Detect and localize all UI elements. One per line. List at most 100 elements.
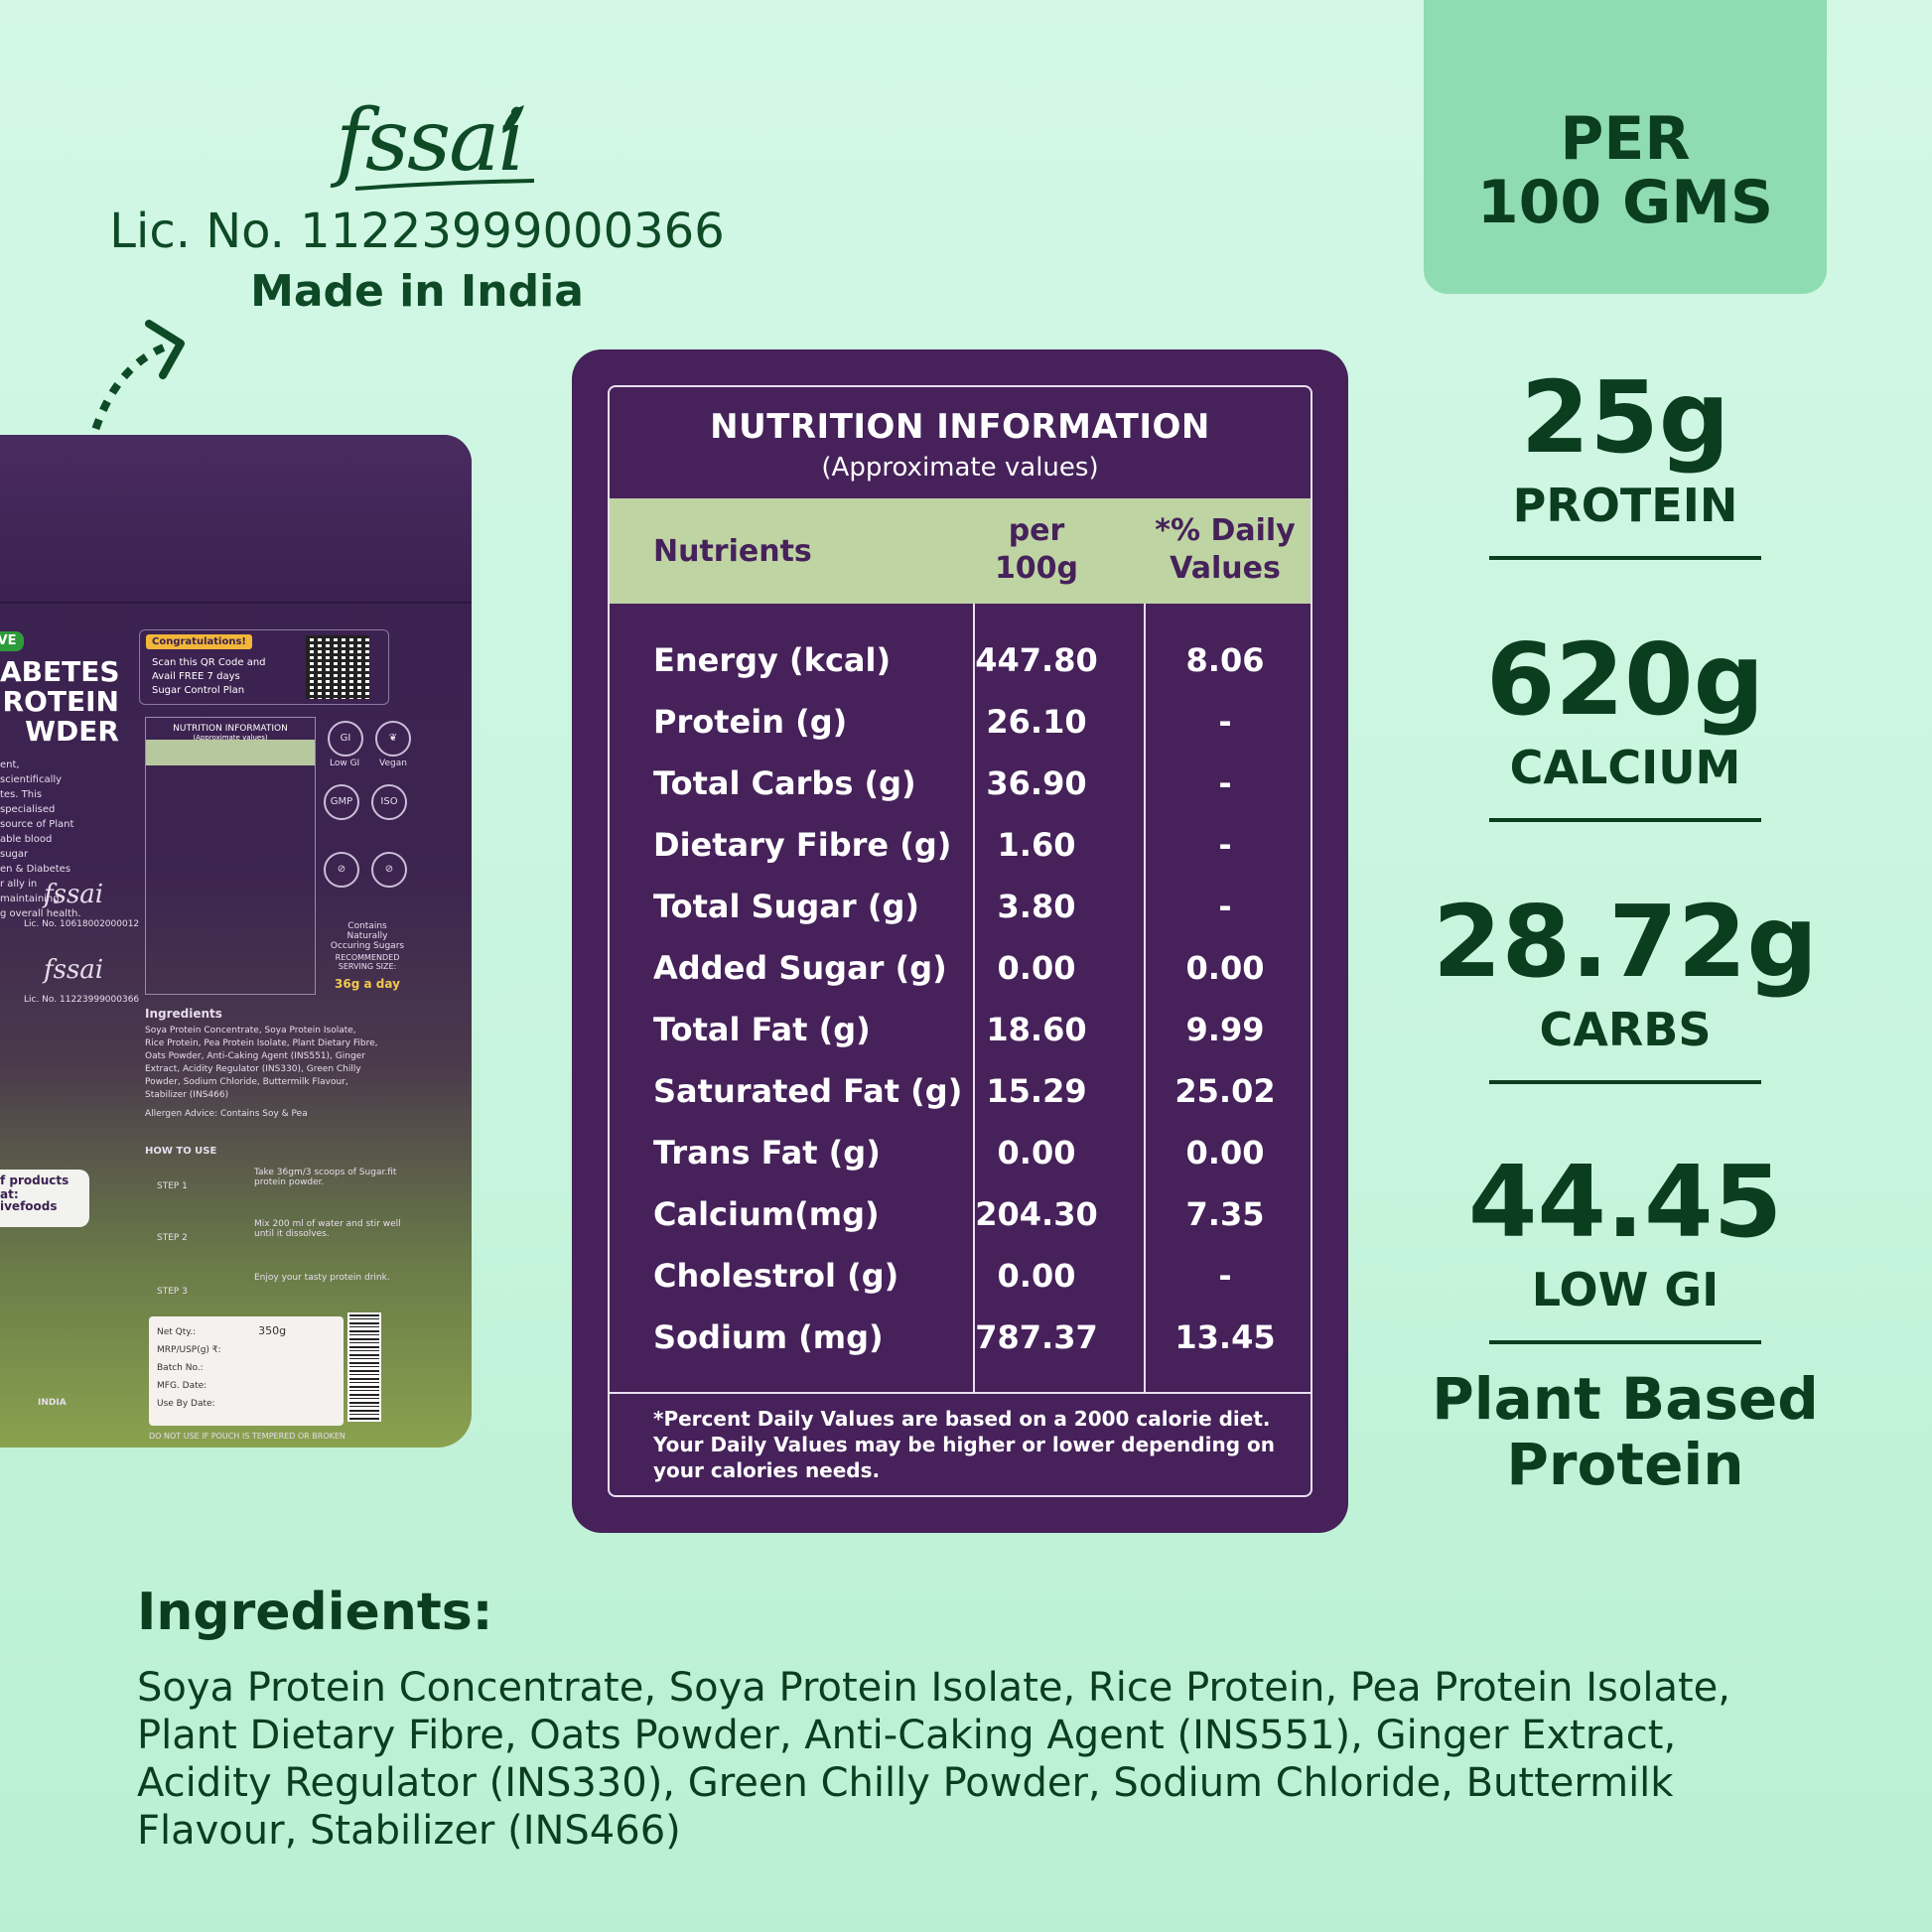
stat-divider — [1489, 556, 1761, 560]
row-per-100g: 787.37 — [975, 1318, 1098, 1356]
congrats-line: Sugar Control Plan — [152, 685, 245, 696]
row-nutrient: Cholestrol (g) — [653, 1257, 899, 1295]
row-daily-value: 0.00 — [1185, 949, 1265, 987]
table-row: Total Sugar (g) 3.80 - — [610, 888, 1311, 949]
mini-subtitle: (Approximate values) — [193, 734, 268, 742]
plant-line: Protein — [1506, 1431, 1744, 1498]
pouch-fssai-logo: fssai — [44, 955, 104, 985]
step-3-label: STEP 3 — [157, 1287, 188, 1297]
stat-divider — [1489, 1340, 1761, 1344]
plant-based-protein: Plant Based Protein — [1424, 1366, 1827, 1497]
per-line: 100 GMS — [1476, 168, 1774, 237]
row-daily-value: 25.02 — [1174, 1072, 1276, 1110]
table-row: Cholestrol (g) 0.00 - — [610, 1257, 1311, 1318]
shop-products-pill: f products at: ivefoods — [0, 1170, 89, 1227]
low-gi-label: Low GI — [330, 759, 360, 768]
per-100-gms-box: PER 100 GMS — [1424, 0, 1827, 294]
pouch-desc-line: en & Diabetes — [0, 864, 71, 875]
batch-label: Batch No.: — [157, 1363, 204, 1373]
stat-label: LOW GI — [1531, 1263, 1720, 1316]
pouch-nutrition-table: NUTRITION INFORMATION (Approximate value… — [145, 717, 316, 995]
row-per-100g: 1.60 — [997, 826, 1076, 864]
row-nutrient: Calcium(mg) — [653, 1195, 880, 1233]
header-dv-line: Values — [1170, 551, 1281, 586]
shop-line-1: f products at: — [0, 1173, 69, 1201]
mini-table-title: NUTRITION INFORMATION (Approximate value… — [146, 718, 315, 742]
pouch-desc-line: g overall health. — [0, 908, 81, 919]
column-divider — [1144, 604, 1146, 1392]
mini-table-header-band — [146, 740, 315, 765]
step-1-text: Take 36gm/3 scoops of Sugar.fit protein … — [254, 1168, 397, 1187]
ingredients-line: Flavour, Stabilizer (INS466) — [137, 1808, 681, 1854]
row-nutrient: Energy (kcal) — [653, 641, 892, 679]
product-pouch-image: VE ABETES ROTEIN WDER ent, scientificall… — [0, 435, 472, 1448]
row-daily-value: 9.99 — [1185, 1011, 1265, 1048]
per-line: PER — [1560, 104, 1691, 174]
mfg-label: MFG. Date: — [157, 1381, 207, 1391]
row-per-100g: 447.80 — [975, 641, 1098, 679]
mrp-label: MRP/USP(g) ₹: — [157, 1345, 221, 1355]
congrats-text: Scan this QR Code and Avail FREE 7 days … — [152, 656, 301, 698]
ingredients-heading: Ingredients: — [137, 1583, 493, 1642]
row-nutrient: Total Carbs (g) — [653, 764, 916, 802]
pouch-badge: VE — [0, 631, 24, 651]
row-per-100g: 26.10 — [986, 703, 1087, 741]
row-nutrient: Saturated Fat (g) — [653, 1072, 963, 1110]
congrats-line: Scan this QR Code and — [152, 657, 266, 668]
qr-code-icon — [306, 635, 369, 699]
net-qty-value: 350g — [258, 1324, 287, 1337]
row-nutrient: Dietary Fibre (g) — [653, 826, 952, 864]
mini-title: NUTRITION INFORMATION — [173, 724, 288, 734]
serving-value: 36g a day — [335, 977, 400, 991]
ingredients-line: Acidity Regulator (INS330), Green Chilly… — [137, 1760, 1674, 1806]
step-2-label: STEP 2 — [157, 1233, 188, 1243]
row-daily-value: - — [1218, 764, 1232, 802]
fssai-logo: fssai — [336, 91, 554, 201]
table-row: Total Fat (g) 18.60 9.99 — [610, 1011, 1311, 1072]
pouch-desc-line: tes. This specialised — [0, 789, 56, 815]
stat-calcium: 620g CALCIUM — [1424, 625, 1827, 795]
pouch-seal — [0, 435, 472, 604]
row-per-100g: 0.00 — [997, 949, 1076, 987]
fssai-leaf-icon — [354, 105, 535, 191]
low-gi-icon: GI — [328, 721, 363, 757]
india-mark: INDIA — [38, 1398, 67, 1408]
table-row: Calcium(mg) 204.30 7.35 — [610, 1195, 1311, 1257]
shop-line-2: ivefoods — [0, 1199, 58, 1213]
dairy-free-icon: ⊘ — [324, 852, 359, 888]
table-row: Added Sugar (g) 0.00 0.00 — [610, 949, 1311, 1011]
pouch-warning: DO NOT USE IF POUCH IS TEMPERED OR BROKE… — [149, 1432, 345, 1441]
row-per-100g: 36.90 — [986, 764, 1087, 802]
stat-divider — [1489, 1080, 1761, 1084]
table-row: Protein (g) 26.10 - — [610, 703, 1311, 764]
iso-icon: ISO — [371, 784, 407, 820]
step-2-text: Mix 200 ml of water and stir well until … — [254, 1219, 401, 1239]
stat-value: 44.45 — [1467, 1144, 1783, 1260]
table-row: Energy (kcal) 447.80 8.06 — [610, 641, 1311, 703]
row-per-100g: 15.29 — [986, 1072, 1087, 1110]
header-per-line: 100g — [994, 551, 1079, 586]
fssai-logo-text: fssai — [336, 91, 525, 191]
row-nutrient: Protein (g) — [653, 703, 848, 741]
pouch-title: ABETES ROTEIN WDER — [0, 657, 120, 747]
row-daily-value: 8.06 — [1185, 641, 1265, 679]
ingredients-line: Plant Dietary Fibre, Oats Powder, Anti-C… — [137, 1713, 1677, 1758]
row-nutrient: Added Sugar (g) — [653, 949, 947, 987]
gmp-icon: GMP — [324, 784, 359, 820]
ingredients-text: Soya Protein Concentrate, Soya Protein I… — [137, 1664, 1825, 1855]
license-number: Lic. No. 11223999000366 — [109, 204, 725, 259]
pouch-congrats-box: Congratulations! Scan this QR Code and A… — [139, 629, 389, 705]
pouch-description: ent, scientifically tes. This specialise… — [0, 758, 81, 921]
per-100-gms-label: PER 100 GMS — [1424, 107, 1827, 234]
footnote-divider — [610, 1392, 1311, 1394]
row-daily-value: - — [1218, 703, 1232, 741]
pouch-ingredients-line: Extract, Acidity Regulator (INS330), Gre… — [145, 1064, 361, 1074]
pouch-desc-line: source of Plant — [0, 819, 74, 830]
pouch-ingredients-line: Stabilizer (INS466) — [145, 1090, 229, 1100]
nutrition-card: NUTRITION INFORMATION (Approximate value… — [572, 349, 1348, 1533]
vegan-leaf-icon: ❦ — [375, 721, 411, 757]
stat-protein: 25g PROTEIN — [1424, 363, 1827, 533]
net-qty-box: Net Qty.: 350g MRP/USP(g) ₹: Batch No.: … — [149, 1316, 344, 1426]
stat-value: 28.72g — [1433, 884, 1818, 1000]
row-per-100g: 204.30 — [975, 1195, 1098, 1233]
